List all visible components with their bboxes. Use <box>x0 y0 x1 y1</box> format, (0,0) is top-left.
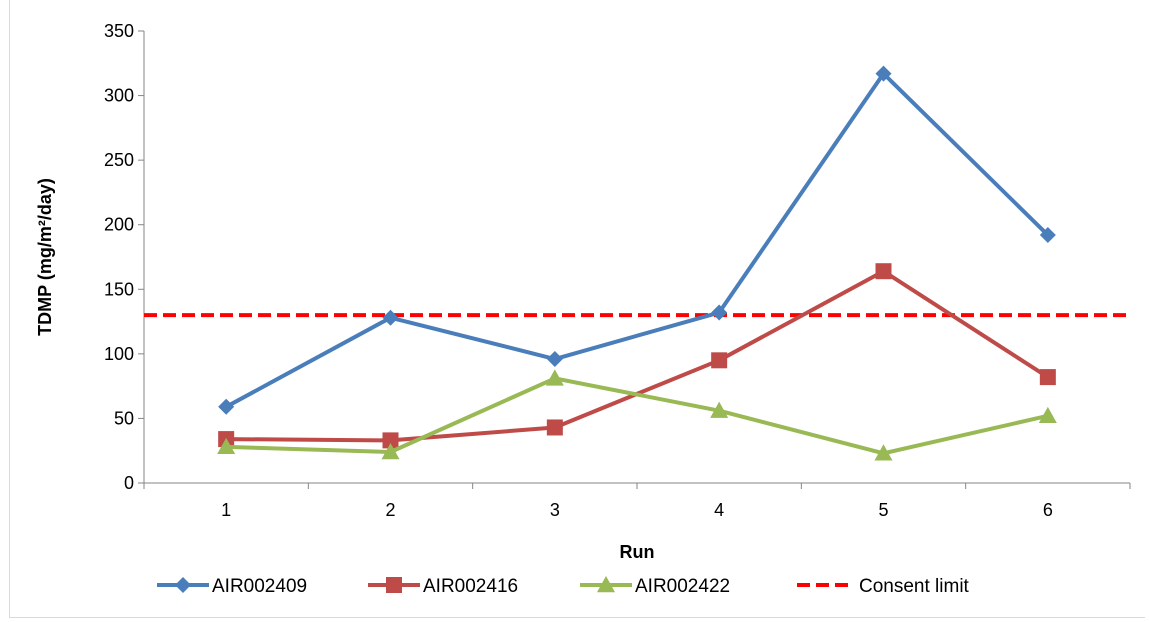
data-point <box>382 309 399 326</box>
legend: AIR002409 AIR002416 AIR002422 Consent limit <box>157 576 970 597</box>
data-point <box>1039 227 1056 244</box>
chart-frame <box>9 0 1145 618</box>
x-tick-label: 1 <box>221 500 231 520</box>
y-tick-label: 250 <box>104 150 134 170</box>
x-tick-label: 3 <box>550 500 560 520</box>
y-tick-label: 300 <box>104 86 134 106</box>
data-point <box>875 263 892 280</box>
x-tick-label: 6 <box>1043 500 1053 520</box>
x-tick-label: 2 <box>385 500 395 520</box>
data-point <box>1038 406 1057 424</box>
legend-marker <box>175 577 191 593</box>
data-point <box>382 432 399 449</box>
data-point <box>545 369 564 386</box>
data-point <box>874 444 893 461</box>
data-point <box>711 304 728 321</box>
data-point <box>217 437 236 455</box>
legend-item-AIR002422: AIR002422 <box>580 576 730 597</box>
series-line <box>226 376 1049 456</box>
data-point <box>218 398 235 415</box>
legend-marker <box>597 576 615 593</box>
legend-label: Consent limit <box>859 576 970 597</box>
legend-marker <box>386 577 402 593</box>
y-tick-label: 150 <box>104 279 134 299</box>
data-point <box>381 443 400 460</box>
y-tick-label: 100 <box>104 344 134 364</box>
data-point <box>1039 369 1056 386</box>
series-layer <box>217 65 1057 461</box>
series-line <box>226 269 1049 443</box>
y-tick-label: 0 <box>124 473 134 493</box>
legend-item-Consent limit: Consent limit <box>797 576 970 597</box>
legend-item-AIR002409: AIR002409 <box>157 576 307 597</box>
legend-label: AIR002409 <box>212 576 307 597</box>
axes: 0 50 100 150 200 250 300 350 1 2 3 4 5 6 <box>104 21 1131 520</box>
legend-label: AIR002416 <box>423 576 518 597</box>
y-tick-label: 50 <box>114 408 134 428</box>
y-axis-title: TDMP (mg/m²/day) <box>35 178 55 336</box>
data-point <box>546 419 563 436</box>
y-tick-label: 350 <box>104 21 134 41</box>
legend-item-AIR002416: AIR002416 <box>368 576 518 597</box>
legend-label: AIR002422 <box>635 576 730 597</box>
x-tick-label: 4 <box>714 500 724 520</box>
series-AIR002416 <box>218 263 1056 449</box>
series-line <box>225 71 1050 409</box>
y-tick-label: 200 <box>104 215 134 235</box>
data-point <box>546 351 563 368</box>
data-point <box>710 401 729 418</box>
data-point <box>711 352 728 369</box>
series-AIR002422 <box>217 369 1057 461</box>
x-axis-title: Run <box>620 542 655 562</box>
data-point <box>875 65 892 82</box>
x-tick-label: 5 <box>878 500 888 520</box>
series-AIR002409 <box>218 65 1056 415</box>
